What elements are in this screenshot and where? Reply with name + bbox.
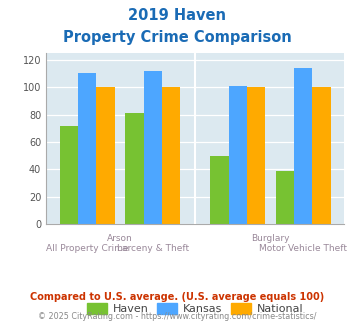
Text: Burglary: Burglary xyxy=(251,234,290,243)
Text: © 2025 CityRating.com - https://www.cityrating.com/crime-statistics/: © 2025 CityRating.com - https://www.city… xyxy=(38,312,317,321)
Bar xyxy=(276,171,294,224)
Text: Arson: Arson xyxy=(107,234,133,243)
Bar xyxy=(78,73,96,224)
Bar xyxy=(229,86,247,224)
Bar xyxy=(312,87,331,224)
Bar xyxy=(143,71,162,224)
Bar xyxy=(247,87,265,224)
Bar xyxy=(125,113,143,224)
Bar xyxy=(294,68,312,224)
Text: Larceny & Theft: Larceny & Theft xyxy=(117,244,189,253)
Text: Property Crime Comparison: Property Crime Comparison xyxy=(63,30,292,45)
Bar xyxy=(162,87,180,224)
Text: Compared to U.S. average. (U.S. average equals 100): Compared to U.S. average. (U.S. average … xyxy=(31,292,324,302)
Text: Motor Vehicle Theft: Motor Vehicle Theft xyxy=(259,244,347,253)
Text: All Property Crime: All Property Crime xyxy=(46,244,129,253)
Bar xyxy=(60,125,78,224)
Bar xyxy=(96,87,115,224)
Text: 2019 Haven: 2019 Haven xyxy=(129,8,226,23)
Legend: Haven, Kansas, National: Haven, Kansas, National xyxy=(83,299,308,318)
Bar xyxy=(210,156,229,224)
